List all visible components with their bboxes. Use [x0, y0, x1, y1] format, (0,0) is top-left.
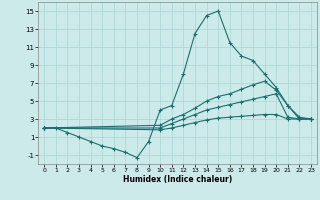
X-axis label: Humidex (Indice chaleur): Humidex (Indice chaleur)	[123, 175, 232, 184]
